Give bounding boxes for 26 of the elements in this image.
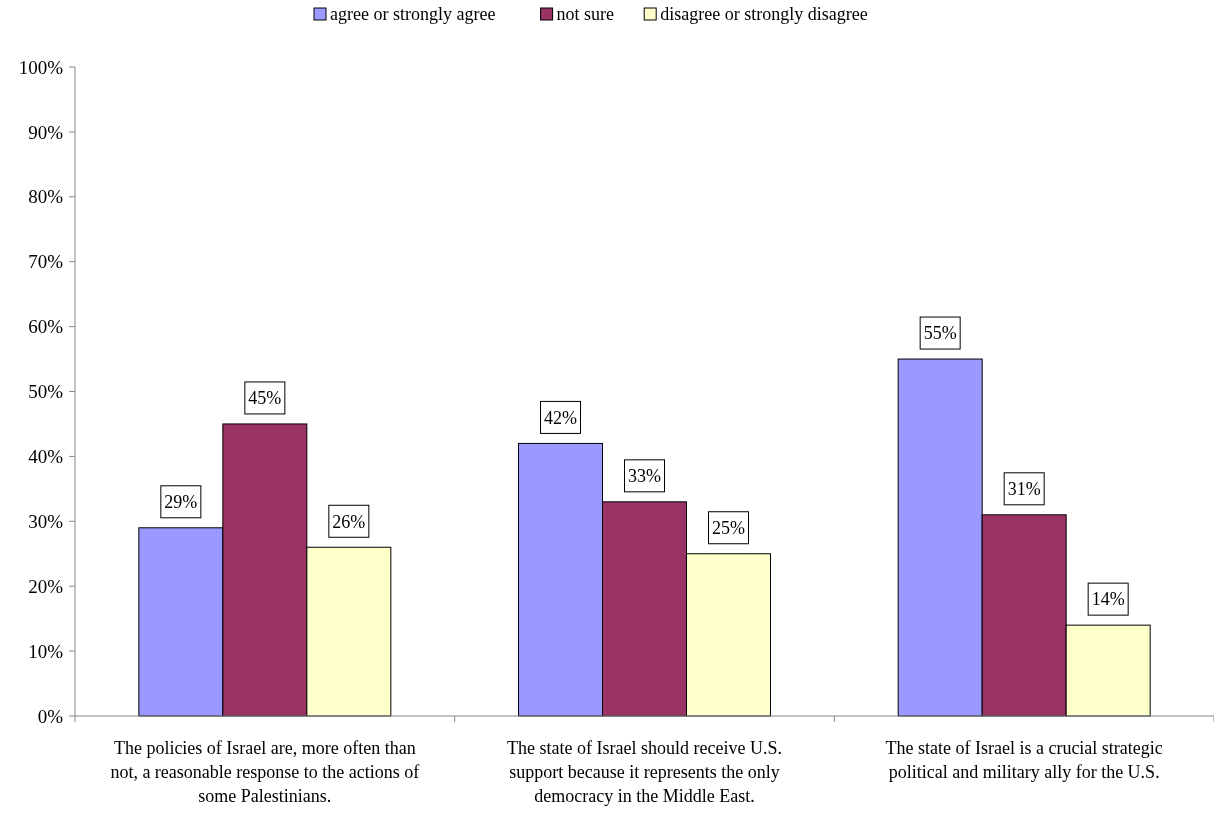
data-label: 29% <box>164 492 198 513</box>
y-tick-label: 60% <box>28 316 64 338</box>
data-label: 33% <box>628 466 661 487</box>
y-tick-label: 20% <box>28 575 64 597</box>
data-label: 26% <box>332 511 366 532</box>
data-label: 25% <box>712 518 745 539</box>
y-tick-label: 10% <box>28 640 64 662</box>
y-tick-label: 0% <box>37 705 64 727</box>
x-tick-label: The state of Israel is a crucial strategic political and military ally for the U.S. <box>885 738 1163 782</box>
data-label: 42% <box>544 407 577 428</box>
y-tick-label: 30% <box>28 510 64 532</box>
legend-label: disagree or strongly disagree <box>660 4 868 25</box>
legend-label: agree or strongly agree <box>330 4 496 25</box>
y-tick-label: 80% <box>28 186 64 208</box>
y-tick-label: 50% <box>28 381 64 403</box>
x-tick-label: The state of Israel should receive U.S. support because it represents the only democracy in the Middle East. <box>507 738 782 806</box>
y-tick-label: 40% <box>28 446 64 468</box>
y-tick-label: 100% <box>18 56 64 78</box>
data-label: 45% <box>248 388 282 409</box>
x-tick-label: The policies of Israel are, more often than not, a reasonable response to the actions of some Palestinians. <box>110 738 420 806</box>
y-tick-label: 70% <box>28 251 64 273</box>
y-tick-label: 90% <box>28 121 64 143</box>
data-label: 31% <box>1007 479 1041 500</box>
data-label: 14% <box>1091 589 1125 610</box>
data-label: 55% <box>923 323 957 344</box>
legend-label: not sure <box>556 4 615 25</box>
